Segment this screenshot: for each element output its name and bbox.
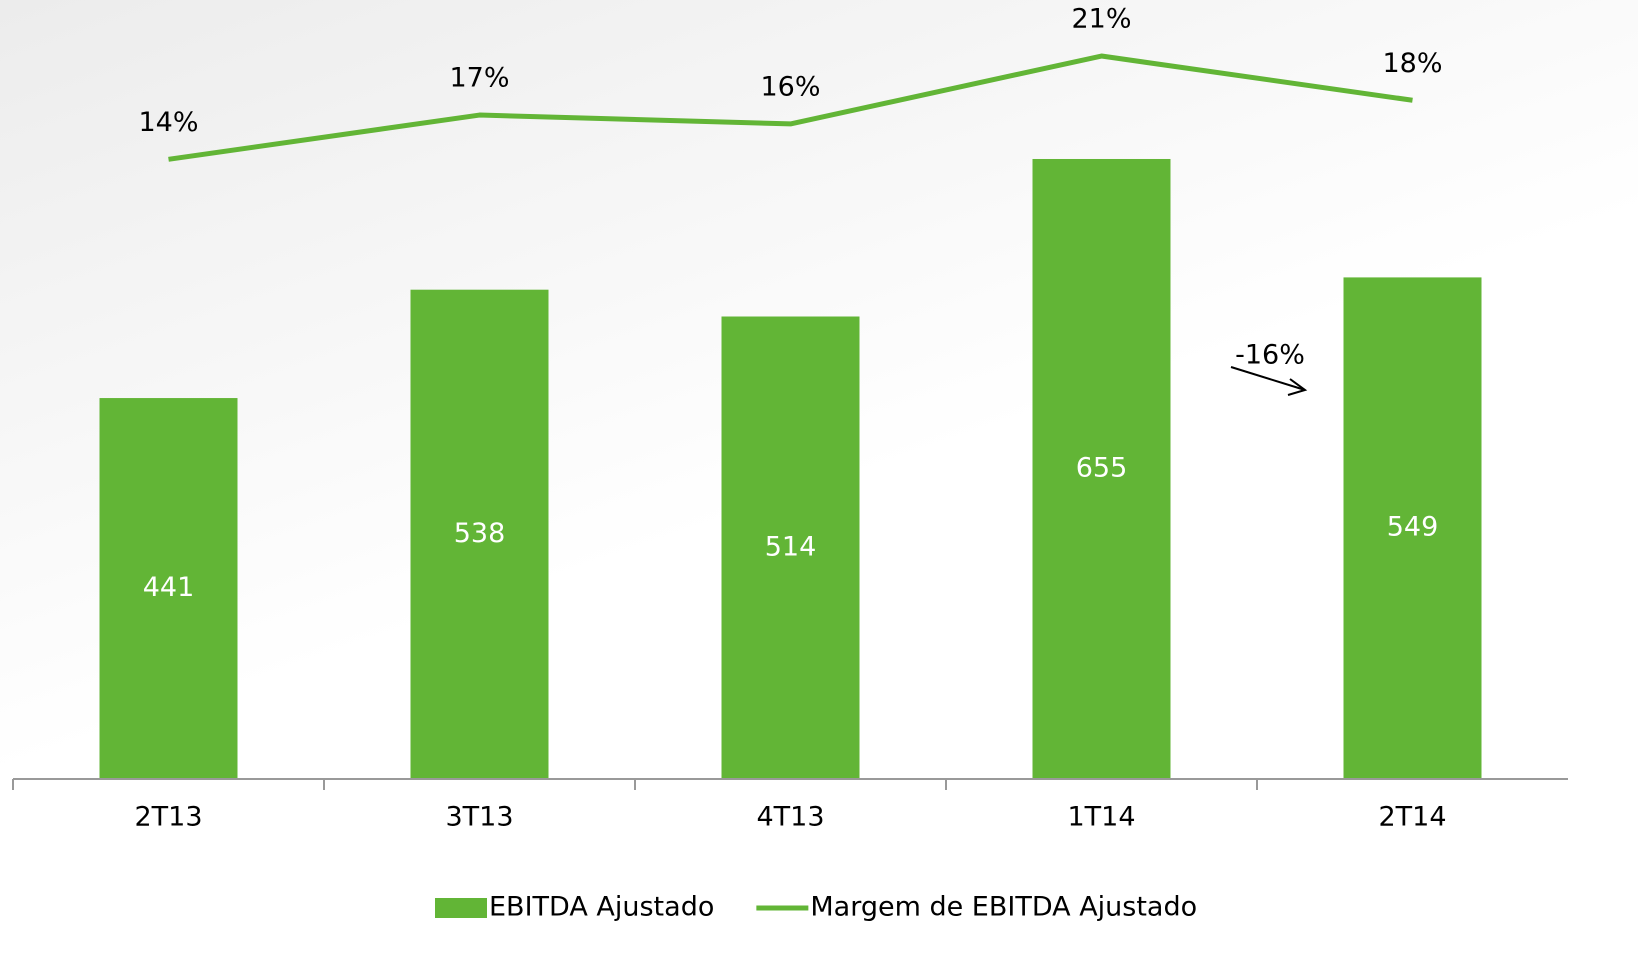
x-tick-label: 2T13 — [134, 802, 202, 833]
line-value-label: 14% — [138, 107, 198, 138]
x-tick-label: 4T13 — [756, 802, 824, 833]
legend-label: Margem de EBITDA Ajustado — [810, 892, 1197, 923]
bar-value-label: 549 — [1387, 512, 1439, 543]
line-value-label: 16% — [760, 71, 820, 102]
plot-area: 441 538 514 655 549 14% 17% 16% 21% 18% 2T13 3T13 4T… — [12, 4, 1568, 923]
x-tick-label: 3T13 — [445, 802, 513, 833]
bar — [1343, 277, 1482, 779]
annotation: -16% — [1235, 340, 1305, 371]
line-value-label: 17% — [449, 63, 509, 94]
x-tick-label: 2T14 — [1378, 802, 1446, 833]
line — [168, 53, 1413, 162]
legend-swatch — [435, 898, 487, 918]
bar-value-label: 538 — [454, 518, 506, 549]
bar — [1032, 158, 1171, 779]
line-value-label: 18% — [1382, 48, 1442, 79]
bar — [99, 398, 238, 779]
bar-value-label: 441 — [143, 572, 195, 603]
line-value-label: 21% — [1071, 4, 1131, 35]
x-tick-label: 1T14 — [1067, 802, 1135, 833]
annotation-arrowhead — [1287, 378, 1308, 396]
bar — [410, 289, 549, 779]
annotation-arrow — [1230, 366, 1306, 391]
bar-value-label: 514 — [765, 531, 817, 562]
legend-label: EBITDA Ajustado — [489, 892, 714, 923]
bar-value-label: 655 — [1076, 452, 1128, 483]
bar — [721, 316, 860, 779]
